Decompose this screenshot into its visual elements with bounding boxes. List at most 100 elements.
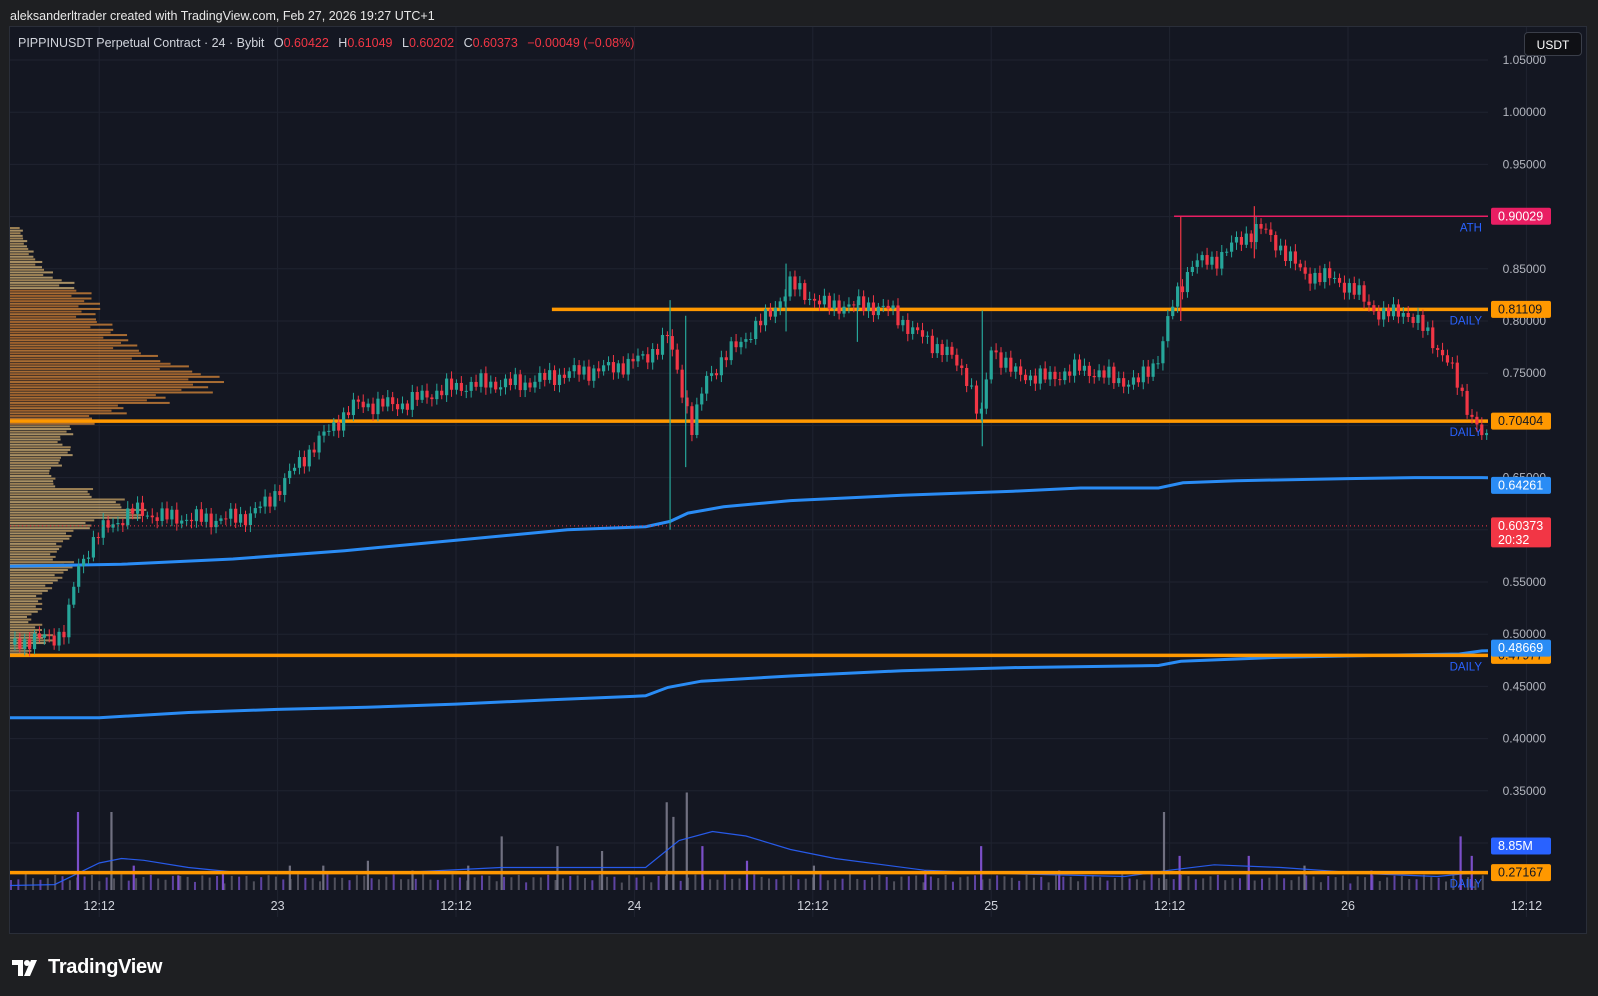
candle-body[interactable] <box>13 638 17 645</box>
candle-body[interactable] <box>288 470 292 479</box>
candle-body[interactable] <box>131 508 135 514</box>
candle-body[interactable] <box>798 283 802 290</box>
candle-body[interactable] <box>866 302 871 311</box>
candle-body[interactable] <box>302 457 306 467</box>
candle-body[interactable] <box>425 390 429 398</box>
candle-body[interactable] <box>847 304 851 307</box>
candle-body[interactable] <box>194 509 199 522</box>
candle-body[interactable] <box>52 635 56 646</box>
candle-body[interactable] <box>415 392 419 400</box>
candle-body[interactable] <box>965 367 969 386</box>
candle-body[interactable] <box>896 305 900 326</box>
candle-body[interactable] <box>1529 494 1532 499</box>
candle-body[interactable] <box>1342 282 1347 293</box>
candle-body[interactable] <box>160 508 164 521</box>
candle-body[interactable] <box>292 467 297 471</box>
candle-body[interactable] <box>974 385 979 414</box>
candle-body[interactable] <box>1416 314 1420 323</box>
candle-body[interactable] <box>474 381 478 387</box>
candle-body[interactable] <box>101 520 105 538</box>
candle-body[interactable] <box>405 403 409 410</box>
candle-body[interactable] <box>543 372 547 380</box>
candle-body[interactable] <box>709 373 714 376</box>
candle-body[interactable] <box>72 586 76 605</box>
candle-body[interactable] <box>911 327 915 334</box>
candle-body[interactable] <box>1146 366 1150 377</box>
candle-body[interactable] <box>258 506 262 509</box>
candle-body[interactable] <box>445 378 449 396</box>
candle-body[interactable] <box>876 306 880 316</box>
candle-body[interactable] <box>1269 229 1273 236</box>
candle-body[interactable] <box>1328 268 1332 279</box>
candle-body[interactable] <box>459 382 463 391</box>
candle-body[interactable] <box>180 520 184 524</box>
candle-body[interactable] <box>1097 370 1101 378</box>
candle-body[interactable] <box>214 520 218 528</box>
candle-body[interactable] <box>175 509 179 524</box>
candle-body[interactable] <box>1195 260 1199 267</box>
candle-body[interactable] <box>1087 365 1091 376</box>
candle-body[interactable] <box>116 523 120 525</box>
candle-body[interactable] <box>454 382 459 390</box>
candle-body[interactable] <box>1279 245 1283 251</box>
candle-body[interactable] <box>435 390 439 400</box>
candle-body[interactable] <box>234 508 238 523</box>
candle-body[interactable] <box>680 369 684 398</box>
candle-body[interactable] <box>700 393 704 405</box>
candle-body[interactable] <box>1401 312 1405 317</box>
candle-body[interactable] <box>1053 371 1057 380</box>
candle-body[interactable] <box>577 365 581 375</box>
candle-body[interactable] <box>1156 363 1160 365</box>
candle-body[interactable] <box>145 515 149 517</box>
candle-body[interactable] <box>862 296 866 311</box>
candle-body[interactable] <box>248 513 252 526</box>
candle-body[interactable] <box>1308 273 1312 284</box>
candle-body[interactable] <box>1480 424 1484 436</box>
candle-body[interactable] <box>1554 572 1557 582</box>
candle-body[interactable] <box>621 363 625 375</box>
candle-body[interactable] <box>400 403 405 410</box>
candle-body[interactable] <box>832 300 836 309</box>
candle-body[interactable] <box>1220 252 1224 269</box>
candle-body[interactable] <box>901 319 905 326</box>
candle-body[interactable] <box>989 350 993 380</box>
candle-body[interactable] <box>827 295 831 309</box>
candle-body[interactable] <box>582 366 586 375</box>
candle-body[interactable] <box>969 385 974 387</box>
candle-body[interactable] <box>1171 306 1175 317</box>
candle-body[interactable] <box>229 508 233 519</box>
candle-body[interactable] <box>631 358 635 362</box>
candle-body[interactable] <box>1357 285 1361 295</box>
candle-body[interactable] <box>1367 301 1371 306</box>
candle-body[interactable] <box>1386 307 1391 317</box>
candle-body[interactable] <box>1411 316 1415 323</box>
candle-body[interactable] <box>724 357 728 361</box>
candle-body[interactable] <box>567 371 571 378</box>
candle-body[interactable] <box>930 335 934 354</box>
candle-body[interactable] <box>1426 327 1430 331</box>
candle-body[interactable] <box>312 449 316 453</box>
candle-body[interactable] <box>1048 371 1052 380</box>
candle-body[interactable] <box>611 362 616 373</box>
candle-body[interactable] <box>548 370 552 380</box>
candle-body[interactable] <box>562 374 566 378</box>
candle-body[interactable] <box>1249 233 1253 243</box>
candle-body[interactable] <box>1485 433 1488 436</box>
candle-body[interactable] <box>955 354 959 366</box>
candle-body[interactable] <box>513 374 517 386</box>
candle-body[interactable] <box>1564 575 1567 597</box>
symbol-title[interactable]: PIPPINUSDT Perpetual Contract · 24 · Byb… <box>18 36 265 50</box>
candle-body[interactable] <box>1180 286 1185 293</box>
candle-body[interactable] <box>763 309 768 326</box>
candle-body[interactable] <box>788 276 792 297</box>
candle-body[interactable] <box>243 514 248 526</box>
candle-body[interactable] <box>557 374 562 386</box>
candle-body[interactable] <box>440 390 444 396</box>
candle-body[interactable] <box>140 502 145 516</box>
candle-body[interactable] <box>729 341 733 361</box>
candle-body[interactable] <box>1205 255 1209 265</box>
candle-body[interactable] <box>1313 272 1317 284</box>
candle-body[interactable] <box>47 634 51 636</box>
candle-body[interactable] <box>395 404 400 410</box>
candle-body[interactable] <box>1549 553 1552 572</box>
